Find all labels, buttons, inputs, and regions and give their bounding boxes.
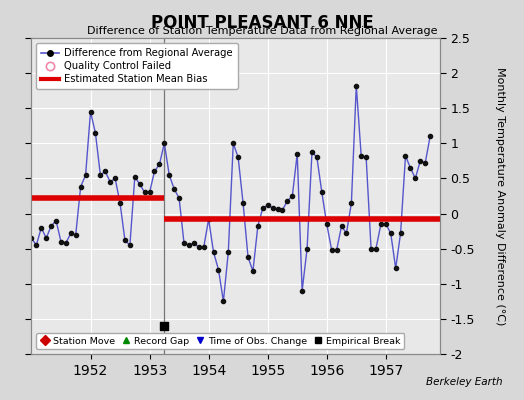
Point bbox=[298, 288, 307, 294]
Point bbox=[224, 249, 233, 255]
Point bbox=[377, 221, 385, 227]
Text: Berkeley Earth: Berkeley Earth bbox=[427, 377, 503, 387]
Point bbox=[96, 172, 105, 178]
Point bbox=[274, 206, 282, 212]
Point bbox=[278, 207, 287, 213]
Point bbox=[328, 247, 336, 253]
Point bbox=[214, 266, 223, 273]
Point bbox=[416, 158, 424, 164]
Point bbox=[239, 200, 247, 206]
Point bbox=[27, 235, 36, 241]
Point bbox=[136, 181, 144, 187]
Point bbox=[200, 244, 208, 250]
Point bbox=[72, 232, 80, 238]
Point bbox=[381, 221, 390, 227]
Point bbox=[67, 230, 75, 236]
Point bbox=[47, 223, 56, 229]
Point bbox=[318, 189, 326, 196]
Point bbox=[77, 184, 85, 190]
Point bbox=[288, 193, 297, 199]
Point bbox=[145, 189, 154, 196]
Point bbox=[362, 154, 370, 160]
Point bbox=[121, 237, 129, 244]
Point bbox=[210, 249, 218, 255]
Point bbox=[234, 154, 243, 160]
Point bbox=[367, 246, 375, 252]
Point bbox=[126, 242, 134, 248]
Point bbox=[86, 108, 95, 115]
Point bbox=[342, 230, 351, 236]
Point bbox=[81, 172, 90, 178]
Point bbox=[116, 200, 124, 206]
Point bbox=[332, 247, 341, 253]
Point bbox=[347, 200, 356, 206]
Point bbox=[204, 216, 213, 222]
Text: POINT PLEASANT 6 NNE: POINT PLEASANT 6 NNE bbox=[150, 14, 374, 32]
Point bbox=[303, 246, 311, 252]
Point bbox=[308, 148, 316, 155]
Point bbox=[293, 151, 301, 157]
Point bbox=[52, 217, 60, 224]
Point bbox=[150, 168, 159, 175]
Point bbox=[111, 175, 119, 182]
Text: Difference of Station Temperature Data from Regional Average: Difference of Station Temperature Data f… bbox=[87, 26, 437, 36]
Point bbox=[32, 242, 40, 248]
Point bbox=[352, 82, 361, 89]
Point bbox=[244, 254, 252, 260]
Point bbox=[264, 202, 272, 208]
Point bbox=[313, 154, 321, 160]
Point bbox=[130, 174, 139, 180]
Point bbox=[387, 230, 395, 236]
Point bbox=[185, 242, 193, 248]
Point bbox=[170, 186, 178, 192]
Point bbox=[259, 205, 267, 211]
Point bbox=[268, 205, 277, 211]
Point bbox=[283, 198, 291, 204]
Point bbox=[37, 224, 46, 231]
Point bbox=[101, 168, 110, 175]
Point bbox=[155, 161, 163, 168]
Point bbox=[421, 160, 429, 166]
Point bbox=[180, 240, 188, 246]
Point bbox=[57, 238, 65, 245]
Point bbox=[62, 240, 70, 246]
Point bbox=[140, 189, 149, 196]
Point bbox=[229, 140, 237, 146]
Point bbox=[396, 230, 405, 236]
Legend: Station Move, Record Gap, Time of Obs. Change, Empirical Break: Station Move, Record Gap, Time of Obs. C… bbox=[36, 333, 405, 349]
Point bbox=[175, 195, 183, 201]
Point bbox=[42, 235, 50, 241]
Point bbox=[391, 265, 400, 272]
Point bbox=[160, 140, 169, 146]
Point bbox=[323, 221, 331, 227]
Point bbox=[219, 298, 227, 304]
Point bbox=[401, 153, 410, 159]
Point bbox=[165, 172, 173, 178]
Point bbox=[337, 223, 346, 229]
Point bbox=[411, 175, 420, 182]
Point bbox=[160, 323, 169, 329]
Point bbox=[190, 240, 198, 246]
Point bbox=[357, 153, 365, 159]
Point bbox=[194, 244, 203, 250]
Y-axis label: Monthly Temperature Anomaly Difference (°C): Monthly Temperature Anomaly Difference (… bbox=[495, 67, 505, 325]
Point bbox=[106, 179, 114, 185]
Point bbox=[406, 165, 414, 171]
Point bbox=[249, 268, 257, 274]
Point bbox=[426, 133, 434, 140]
Point bbox=[254, 223, 262, 229]
Point bbox=[372, 246, 380, 252]
Point bbox=[91, 130, 100, 136]
